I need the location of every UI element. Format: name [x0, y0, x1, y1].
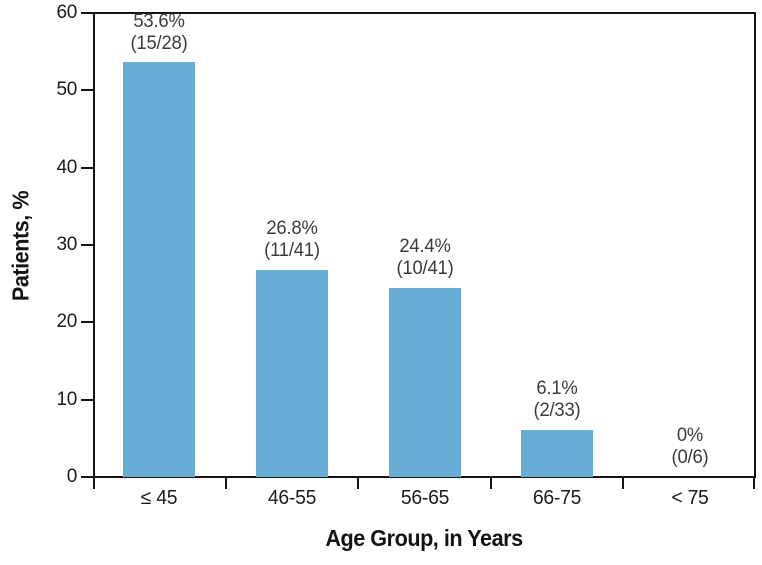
bar-value-label: 53.6% (15/28): [131, 11, 188, 55]
bar-percent-label: 53.6%: [133, 10, 185, 32]
y-tick-label: 40: [56, 156, 77, 178]
x-tick-label: 56-65: [400, 487, 449, 509]
y-axis-tick: [81, 166, 93, 169]
y-tick-label: 0: [66, 466, 78, 487]
bar: [255, 269, 328, 477]
bar-value-label: 26.8% (11/41): [264, 218, 320, 262]
bar-value-label: 6.1% (2/33): [534, 378, 581, 422]
x-tick-label: 46-55: [267, 487, 316, 509]
y-tick-label: 60: [56, 2, 77, 23]
bar-fraction-label: (2/33): [533, 399, 581, 421]
bar-percent-label: 24.4%: [398, 236, 451, 258]
x-axis-tick: [753, 478, 755, 489]
y-axis-tick: [81, 244, 93, 246]
bar-percent-label: 6.1%: [536, 377, 578, 399]
x-axis-title: Age Group, in Years: [325, 525, 523, 551]
bar: [388, 288, 461, 477]
y-axis-tick: [81, 398, 93, 401]
x-tick-label: ≤ 45: [141, 487, 178, 509]
y-axis-tick: [81, 476, 93, 478]
x-tick-label: 66-75: [533, 487, 582, 509]
bar: [123, 62, 196, 477]
y-tick-label: 50: [56, 79, 77, 101]
x-tick-label: < 75: [671, 487, 709, 509]
y-axis-tick: [81, 12, 93, 14]
x-axis-tick: [357, 478, 360, 489]
y-tick-label: 20: [56, 311, 77, 333]
x-axis-tick: [622, 478, 625, 489]
bar-fraction-label: (15/28): [130, 32, 188, 54]
bar-fraction-label: (10/41): [395, 258, 454, 280]
y-tick-label: 10: [56, 388, 77, 410]
y-axis-tick: [81, 321, 93, 324]
x-axis-tick: [224, 478, 227, 489]
bar-value-label: 24.4% (10/41): [396, 236, 453, 280]
x-axis-tick: [93, 478, 95, 489]
y-axis-tick: [81, 89, 93, 92]
bar-value-label: 0% (0/6): [671, 425, 708, 469]
y-tick-label: 30: [56, 234, 77, 255]
bar-percent-label: 0%: [676, 425, 703, 446]
bar-percent-label: 26.8%: [266, 217, 318, 239]
bar-fraction-label: (11/41): [264, 239, 320, 261]
bar-fraction-label: (0/6): [671, 447, 709, 468]
bar: [521, 429, 594, 477]
x-axis-tick: [489, 478, 492, 489]
